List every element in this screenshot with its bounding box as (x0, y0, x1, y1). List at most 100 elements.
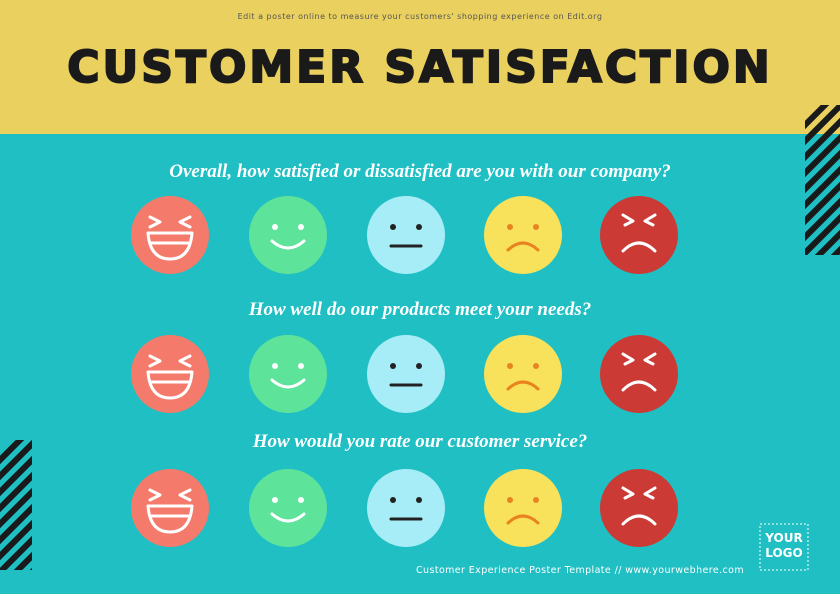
rating-option[interactable] (484, 335, 562, 413)
face (367, 469, 445, 547)
face-brow (643, 486, 657, 500)
stripe (805, 117, 840, 162)
face-eye (416, 497, 422, 503)
face-mouth (506, 241, 540, 252)
stripe (805, 197, 840, 242)
face-eye (148, 488, 162, 502)
rating-option[interactable] (600, 335, 678, 413)
face (249, 335, 327, 413)
face-brow (643, 213, 657, 227)
face-eye (178, 488, 192, 502)
face-eye (416, 224, 422, 230)
face (484, 196, 562, 274)
face-mouth (146, 370, 194, 400)
rating-option[interactable] (600, 196, 678, 274)
stripe (0, 455, 32, 497)
stripes (805, 105, 840, 255)
rating-option[interactable] (484, 196, 562, 274)
stripe (805, 181, 840, 226)
logo-text: LOGO (765, 546, 802, 560)
rating-option[interactable] (484, 469, 562, 547)
stripe (814, 229, 840, 255)
face (367, 335, 445, 413)
face-eye (272, 497, 278, 503)
stripe (805, 105, 830, 130)
face-mouth (621, 380, 657, 392)
stripe (0, 440, 25, 465)
question: How would you rate our customer service? (252, 431, 588, 452)
stripes (0, 440, 32, 570)
face-eye (533, 224, 539, 230)
face-eye (298, 497, 304, 503)
face-mouth (270, 378, 306, 389)
stripe (0, 440, 32, 481)
face-eye (533, 497, 539, 503)
face (600, 196, 678, 274)
face-eye (416, 363, 422, 369)
rating-option[interactable] (249, 196, 327, 274)
top-note: Edit a poster online to measure your cus… (238, 12, 603, 21)
rating-option[interactable] (367, 469, 445, 547)
face (484, 335, 562, 413)
face-eye (390, 497, 396, 503)
rating-option[interactable] (600, 469, 678, 547)
face-eye (390, 224, 396, 230)
face-eye (298, 363, 304, 369)
face-brow (643, 352, 657, 366)
question: How well do our products meet your needs… (248, 299, 592, 320)
face-eye (298, 224, 304, 230)
face (600, 469, 678, 547)
rating-option[interactable] (249, 469, 327, 547)
face-mouth (146, 504, 194, 534)
stripe (0, 471, 32, 513)
stripe (830, 245, 840, 255)
face (131, 335, 209, 413)
face (131, 469, 209, 547)
face (484, 469, 562, 547)
stripe (0, 535, 32, 570)
stripe (805, 165, 840, 210)
face (367, 196, 445, 274)
face-mouth (506, 380, 540, 391)
stripe (0, 519, 32, 561)
face (131, 196, 209, 274)
face-eye (507, 363, 513, 369)
face-eye (533, 363, 539, 369)
face-eye (507, 497, 513, 503)
face-mouth (146, 231, 194, 261)
face-eye (178, 215, 192, 229)
logo-box (759, 523, 809, 571)
face-brow (621, 352, 635, 366)
rating-option[interactable] (367, 335, 445, 413)
face-eye (148, 354, 162, 368)
title: CUSTOMER SATISFACTION (67, 42, 773, 93)
rating-option[interactable] (131, 335, 209, 413)
rating-option[interactable] (131, 196, 209, 274)
stripe (805, 105, 840, 146)
stripe (0, 487, 32, 529)
face-eye (390, 363, 396, 369)
face-eye (178, 354, 192, 368)
face (249, 196, 327, 274)
stripe (805, 213, 840, 255)
rating-option[interactable] (131, 469, 209, 547)
face-eye (272, 363, 278, 369)
face (600, 335, 678, 413)
face (249, 469, 327, 547)
face-brow (621, 213, 635, 227)
logo-text: YOUR (764, 531, 802, 545)
question: Overall, how satisfied or dissatisfied a… (169, 161, 670, 182)
rating-option[interactable] (367, 196, 445, 274)
face-eye (272, 224, 278, 230)
face-eye (148, 215, 162, 229)
stripe (0, 503, 32, 545)
rating-option[interactable] (249, 335, 327, 413)
face-brow (621, 486, 635, 500)
header-band (0, 0, 840, 134)
face-mouth (270, 239, 306, 250)
face-mouth (621, 241, 657, 253)
stripe (805, 149, 840, 194)
face-eye (507, 224, 513, 230)
footer: Customer Experience Poster Template // w… (416, 565, 744, 576)
